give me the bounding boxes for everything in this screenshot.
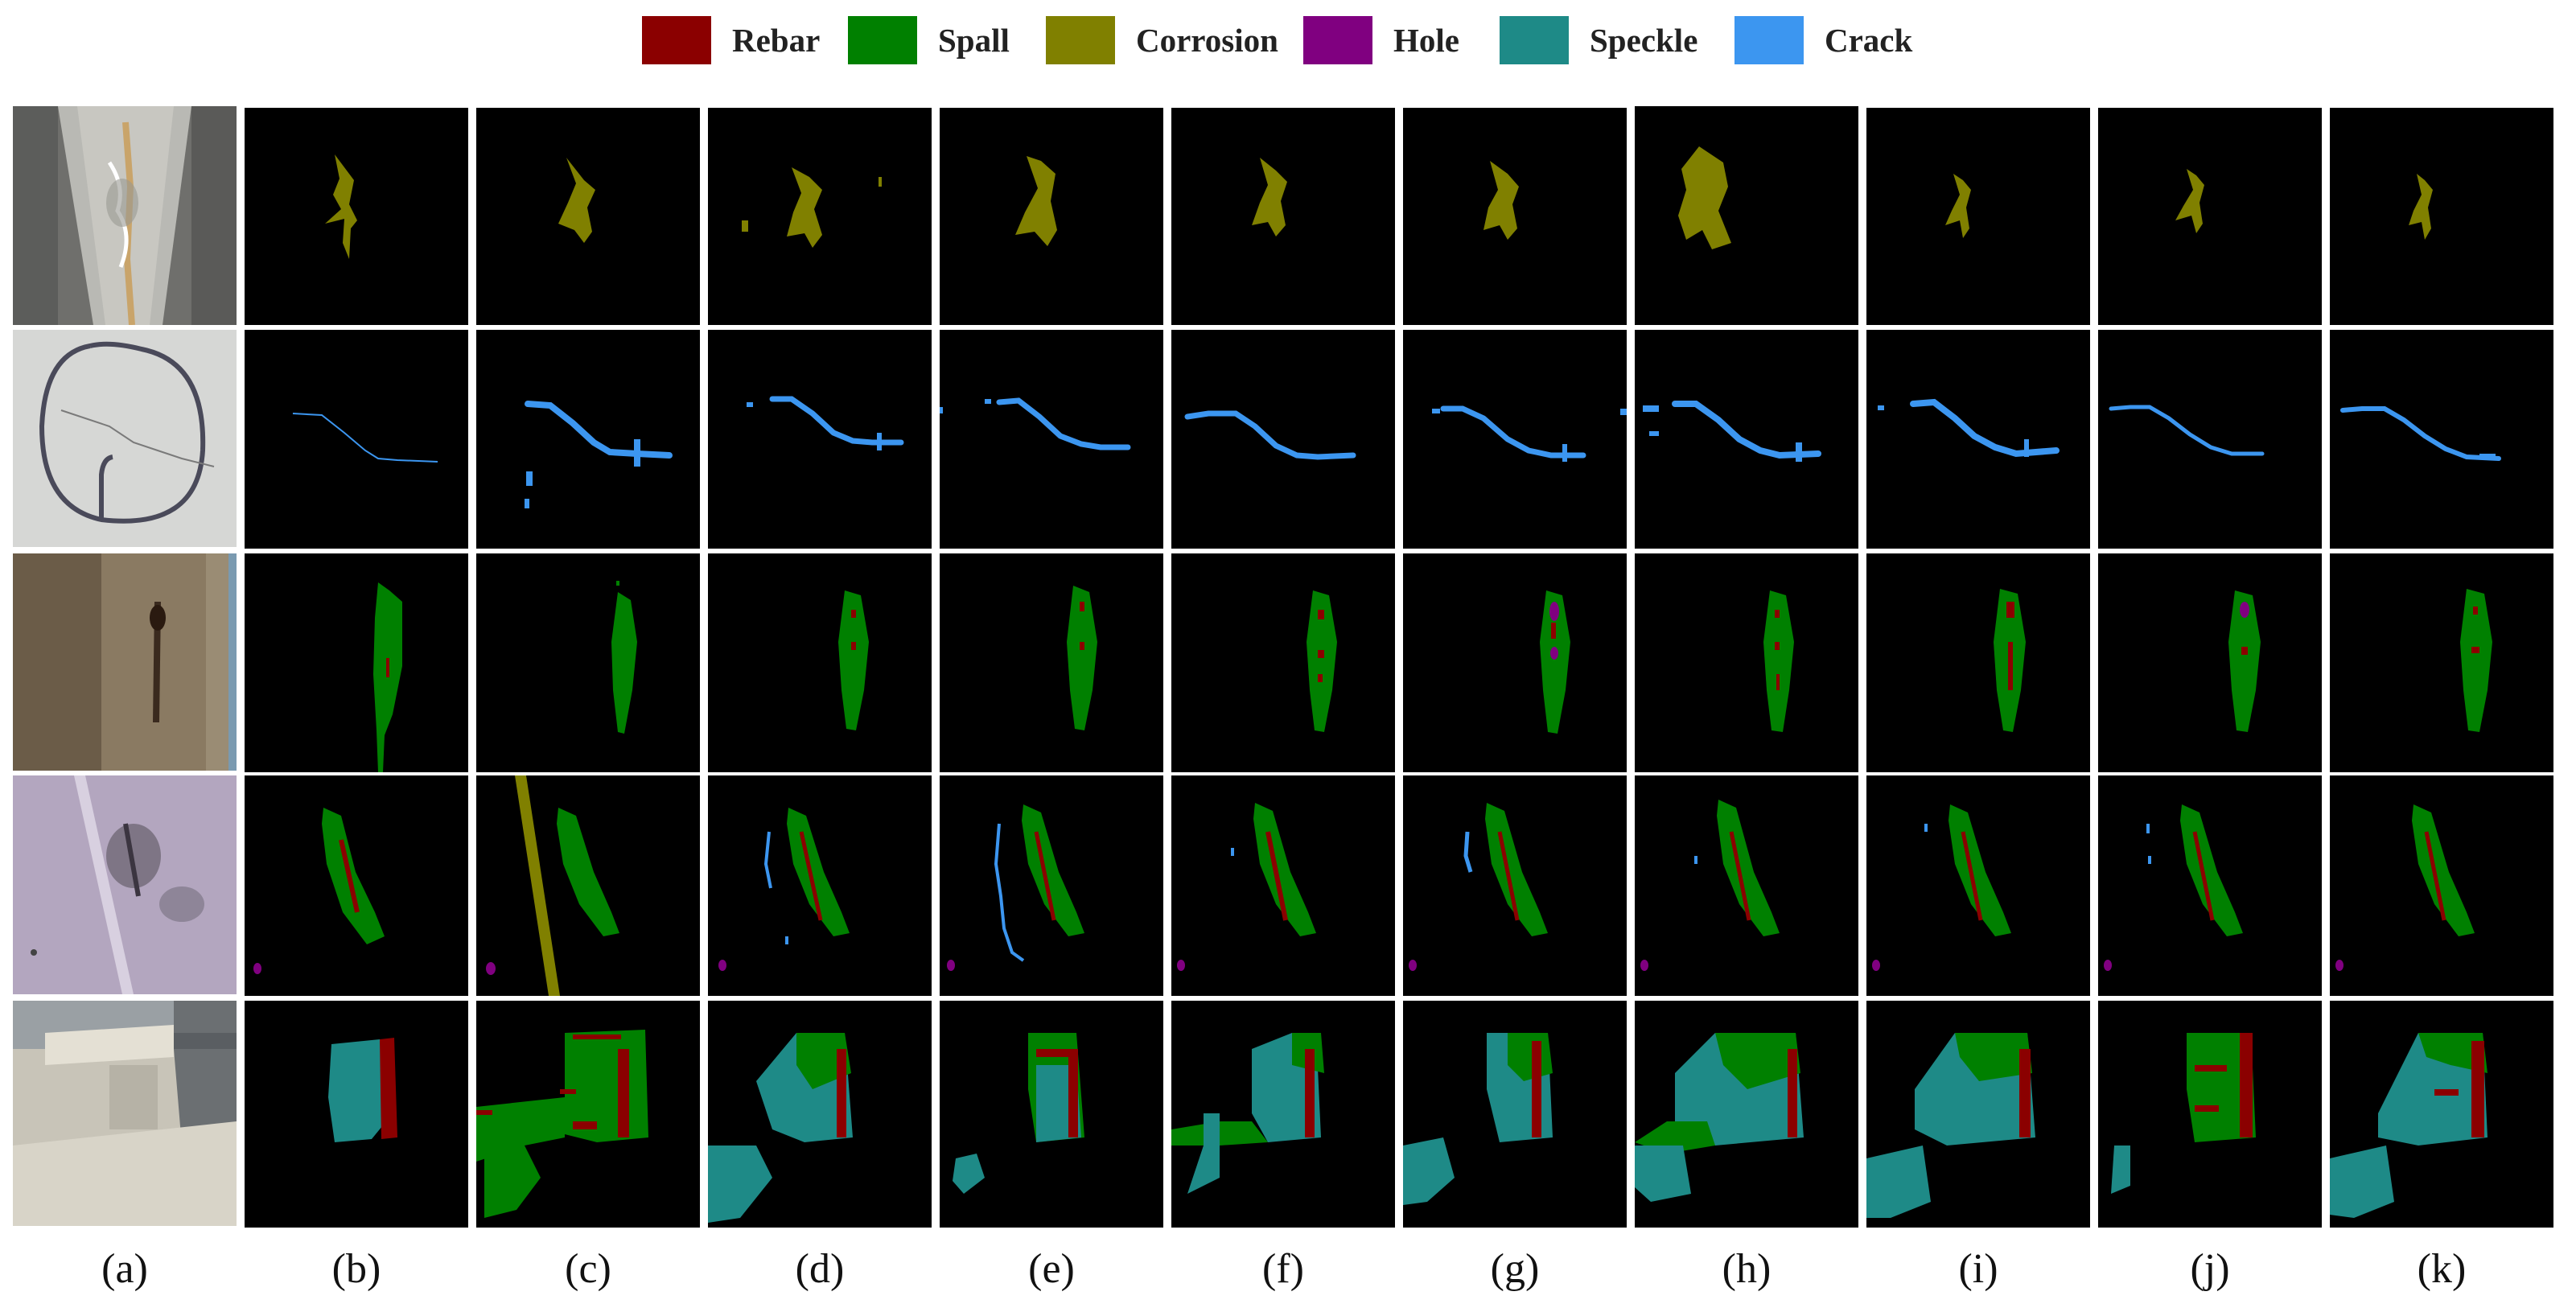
segmentation-mask — [245, 1001, 468, 1228]
segmentation-mask — [2330, 330, 2553, 549]
segmentation-mask — [940, 108, 1163, 325]
segmentation-mask — [1171, 553, 1395, 772]
segmentation-mask — [1866, 108, 2090, 325]
segmentation-mask — [476, 330, 700, 549]
legend-label: Spall — [938, 22, 1010, 59]
segmentation-mask — [1635, 1001, 1858, 1228]
legend-label: Hole — [1393, 22, 1459, 59]
segmentation-mask — [708, 108, 932, 325]
segmentation-mask — [1635, 775, 1858, 996]
legend-swatch-crack — [1734, 16, 1804, 64]
legend-label: Speckle — [1590, 22, 1698, 59]
segmentation-mask — [1171, 330, 1395, 549]
input-photo — [13, 1001, 237, 1226]
input-photo — [13, 330, 237, 547]
segmentation-mask — [476, 108, 700, 325]
segmentation-mask — [708, 1001, 932, 1228]
segmentation-mask — [940, 553, 1163, 772]
segmentation-mask — [245, 775, 468, 996]
result-row-1 — [0, 106, 2576, 327]
result-row-2 — [0, 330, 2576, 549]
segmentation-mask — [476, 775, 700, 996]
segmentation-mask — [2330, 108, 2553, 325]
column-label: (j) — [2190, 1246, 2230, 1292]
segmentation-mask — [1403, 775, 1627, 996]
segmentation-mask — [708, 553, 932, 772]
column-label: (h) — [1722, 1246, 1772, 1292]
segmentation-mask — [1403, 553, 1627, 772]
segmentation-mask — [2098, 553, 2322, 772]
column-label: (c) — [565, 1246, 611, 1292]
segmentation-mask — [940, 1001, 1163, 1228]
legend: Rebar Spall Corrosion Hole Speckle Crack — [0, 8, 2576, 64]
column-label: (e) — [1028, 1246, 1075, 1292]
segmentation-mask — [1635, 106, 1858, 325]
segmentation-mask — [2330, 553, 2553, 772]
result-row-3 — [0, 553, 2576, 772]
segmentation-mask — [1171, 1001, 1395, 1228]
result-row-5 — [0, 1001, 2576, 1228]
segmentation-mask — [2098, 775, 2322, 996]
segmentation-mask — [1866, 775, 2090, 996]
segmentation-mask — [708, 330, 932, 549]
column-label: (i) — [1958, 1246, 1998, 1292]
column-label: (a) — [101, 1246, 148, 1292]
segmentation-mask — [245, 108, 468, 325]
column-label: (b) — [331, 1246, 381, 1292]
segmentation-mask — [1635, 553, 1858, 772]
segmentation-mask — [1866, 330, 2090, 549]
result-row-4 — [0, 775, 2576, 997]
segmentation-mask — [245, 553, 468, 772]
input-photo — [13, 775, 237, 994]
segmentation-mask — [940, 330, 1163, 549]
legend-swatch-rebar — [642, 16, 711, 64]
column-label: (g) — [1490, 1246, 1540, 1292]
segmentation-mask — [1635, 330, 1858, 549]
legend-swatch-hole — [1303, 16, 1372, 64]
input-photo — [13, 553, 237, 771]
legend-swatch-spall — [848, 16, 917, 64]
segmentation-mask — [708, 775, 932, 996]
segmentation-mask — [2330, 1001, 2553, 1228]
segmentation-mask — [940, 775, 1163, 996]
segmentation-mask — [245, 330, 468, 549]
segmentation-mask — [1403, 1001, 1627, 1228]
column-label: (d) — [795, 1246, 845, 1292]
column-label: (f) — [1262, 1246, 1304, 1292]
legend-swatch-corrosion — [1046, 16, 1115, 64]
segmentation-mask — [2330, 775, 2553, 996]
segmentation-mask — [476, 553, 700, 772]
segmentation-mask — [1403, 108, 1627, 325]
legend-label: Crack — [1825, 22, 1913, 59]
legend-label: Rebar — [732, 22, 821, 59]
legend-swatch-speckle — [1500, 16, 1569, 64]
segmentation-mask — [2098, 330, 2322, 549]
segmentation-mask — [1403, 330, 1627, 549]
segmentation-mask — [1171, 775, 1395, 996]
segmentation-mask — [2098, 1001, 2322, 1228]
segmentation-mask — [1866, 553, 2090, 772]
segmentation-mask — [476, 1001, 700, 1228]
segmentation-mask — [1866, 1001, 2090, 1228]
input-photo — [13, 106, 237, 325]
segmentation-mask — [2098, 108, 2322, 325]
segmentation-mask — [1171, 108, 1395, 325]
legend-label: Corrosion — [1136, 22, 1278, 59]
column-label: (k) — [2417, 1246, 2467, 1292]
